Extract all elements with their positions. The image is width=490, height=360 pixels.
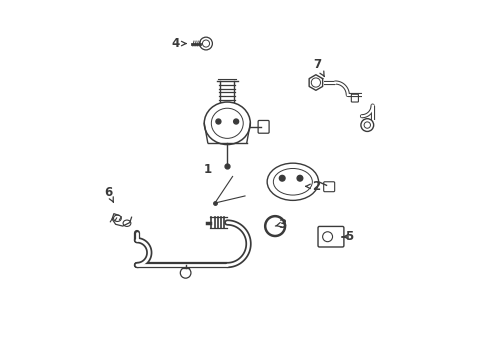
Text: 7: 7: [314, 58, 324, 77]
Circle shape: [297, 175, 303, 181]
Text: 6: 6: [104, 186, 113, 202]
Polygon shape: [309, 75, 322, 90]
Circle shape: [216, 119, 221, 124]
Text: 4: 4: [172, 37, 186, 50]
Text: 2: 2: [306, 180, 320, 193]
Text: 1: 1: [204, 163, 212, 176]
Circle shape: [279, 175, 285, 181]
Text: 5: 5: [343, 230, 354, 243]
Circle shape: [234, 119, 239, 124]
Text: 3: 3: [275, 218, 286, 231]
